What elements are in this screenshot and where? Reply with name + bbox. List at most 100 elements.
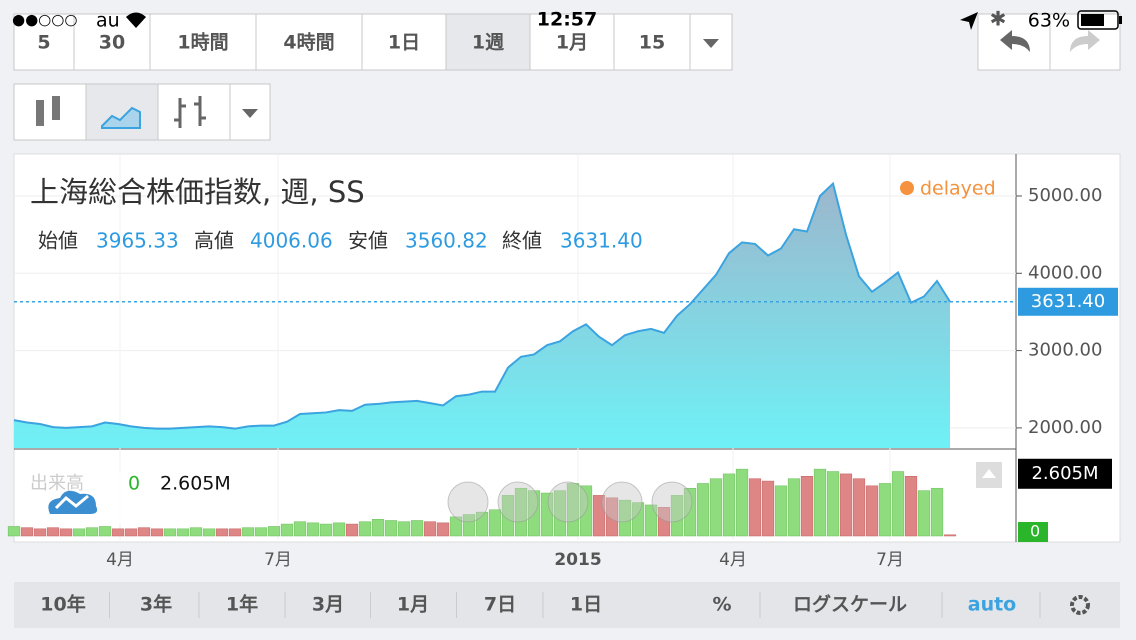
range-button[interactable]: 1日 bbox=[570, 594, 602, 616]
status: delayed bbox=[920, 178, 996, 200]
volume-bar bbox=[293, 521, 307, 537]
range-button[interactable]: 1月 bbox=[397, 594, 429, 616]
volume-bar bbox=[722, 473, 736, 537]
range-button[interactable]: 3年 bbox=[140, 593, 172, 616]
volume-zero-label: 0 bbox=[1030, 522, 1040, 541]
interval-label: 5 bbox=[37, 32, 50, 54]
volume-bar bbox=[72, 528, 86, 537]
range-button[interactable]: 10年 bbox=[40, 593, 85, 616]
volume-bar bbox=[410, 520, 424, 537]
interval-button[interactable] bbox=[13, 13, 75, 71]
nav-button[interactable] bbox=[651, 481, 693, 523]
chart-type-button[interactable] bbox=[13, 83, 87, 141]
volume-last-label: 2.605M bbox=[1031, 463, 1098, 484]
volume-bar bbox=[423, 521, 437, 537]
volume-bar bbox=[735, 468, 749, 537]
ohlc-label: 安値 bbox=[348, 229, 388, 253]
y-tick-label: 5000.00 bbox=[1028, 185, 1102, 206]
logo-line bbox=[54, 494, 89, 510]
volume-legend-last: 2.605M bbox=[160, 473, 231, 495]
ohlc-value: 4006.06 bbox=[250, 229, 333, 253]
volume-bar bbox=[592, 495, 606, 537]
range-button[interactable]: 1年 bbox=[226, 593, 258, 616]
volume-bar bbox=[748, 478, 762, 537]
volume-bar bbox=[228, 528, 242, 537]
dropdown-arrow bbox=[242, 109, 258, 118]
interval-button[interactable] bbox=[149, 13, 257, 71]
chart-title: 上海総合株価指数, 週, SS bbox=[30, 175, 365, 209]
interval-button[interactable] bbox=[613, 13, 691, 71]
volume-bar bbox=[332, 522, 346, 537]
volume-zero-box bbox=[1018, 522, 1048, 542]
nav-button[interactable] bbox=[447, 481, 489, 523]
time: 12:57 bbox=[537, 9, 597, 31]
volume-bar bbox=[774, 485, 788, 537]
volume-bar bbox=[124, 528, 138, 537]
x-tick-label: 7月 bbox=[876, 550, 904, 570]
battery-level bbox=[1081, 14, 1104, 26]
interval-button[interactable] bbox=[529, 13, 615, 71]
volume-bar bbox=[904, 476, 918, 537]
volume-bar bbox=[488, 509, 502, 537]
volume-legend: 出来高 bbox=[30, 473, 84, 494]
ohlc-value: 3965.33 bbox=[96, 229, 179, 253]
interval-label: 1週 bbox=[472, 32, 504, 54]
volume-bar bbox=[514, 487, 528, 537]
interval-button[interactable] bbox=[361, 13, 447, 71]
volume-bar bbox=[761, 480, 775, 537]
x-tick-label: 4月 bbox=[719, 550, 747, 570]
x-tick-label: 2015 bbox=[554, 550, 601, 570]
chart-type-button[interactable] bbox=[85, 83, 159, 141]
volume-bar bbox=[358, 521, 372, 537]
volume-bar bbox=[605, 497, 619, 537]
battery bbox=[1077, 10, 1119, 30]
range-button[interactable]: 3月 bbox=[312, 594, 344, 616]
volume-bar bbox=[436, 522, 450, 537]
volume-bar bbox=[696, 483, 710, 537]
undo-icon bbox=[1000, 30, 1030, 52]
last-price-label: 3631.40 bbox=[1031, 291, 1105, 312]
volume-bar bbox=[683, 487, 697, 537]
nav-button[interactable] bbox=[547, 481, 589, 523]
volume-bar bbox=[7, 526, 21, 537]
volume-bar bbox=[137, 527, 151, 537]
volume-bar bbox=[176, 528, 190, 537]
nav-button[interactable] bbox=[601, 481, 643, 523]
price-area bbox=[14, 183, 950, 448]
volume-bar bbox=[501, 495, 515, 537]
volume-bar bbox=[345, 523, 359, 537]
area-icon bbox=[101, 106, 141, 129]
range-button[interactable]: 7日 bbox=[484, 594, 516, 616]
option-button[interactable]: auto bbox=[968, 594, 1016, 616]
settings-icon[interactable] bbox=[1070, 595, 1090, 615]
dropdown-arrow bbox=[703, 39, 719, 48]
volume-bar bbox=[241, 527, 255, 537]
ohlc-value: 3560.82 bbox=[405, 229, 488, 253]
ohlc-label: 始値 bbox=[38, 229, 78, 253]
volume-bar bbox=[46, 527, 60, 537]
interval-label: 1日 bbox=[388, 32, 420, 54]
volume-bar bbox=[787, 478, 801, 537]
option-button[interactable]: % bbox=[712, 594, 731, 616]
volume-bar bbox=[384, 520, 398, 537]
volume-bar bbox=[566, 483, 580, 537]
volume-bar bbox=[644, 504, 658, 537]
volume-bar bbox=[878, 483, 892, 537]
nav-button[interactable] bbox=[497, 481, 539, 523]
bluetooth: ✱ bbox=[990, 7, 1007, 31]
chart-type-button[interactable] bbox=[157, 83, 231, 141]
volume-bar bbox=[306, 522, 320, 537]
interval-button[interactable] bbox=[445, 13, 531, 71]
volume-bar bbox=[215, 528, 229, 537]
volume-bar bbox=[202, 528, 216, 537]
volume-bar bbox=[449, 516, 463, 537]
wifi-icon bbox=[126, 12, 146, 28]
interval-button[interactable] bbox=[255, 13, 363, 71]
volume-bar bbox=[670, 495, 684, 537]
volume-legend-value: 0 bbox=[128, 473, 140, 495]
volume-bar bbox=[475, 511, 489, 537]
y-tick-label: 4000.00 bbox=[1028, 262, 1102, 283]
candle-icon bbox=[36, 100, 44, 126]
option-button[interactable]: ログスケール bbox=[793, 593, 907, 616]
volume-bar bbox=[800, 476, 814, 537]
